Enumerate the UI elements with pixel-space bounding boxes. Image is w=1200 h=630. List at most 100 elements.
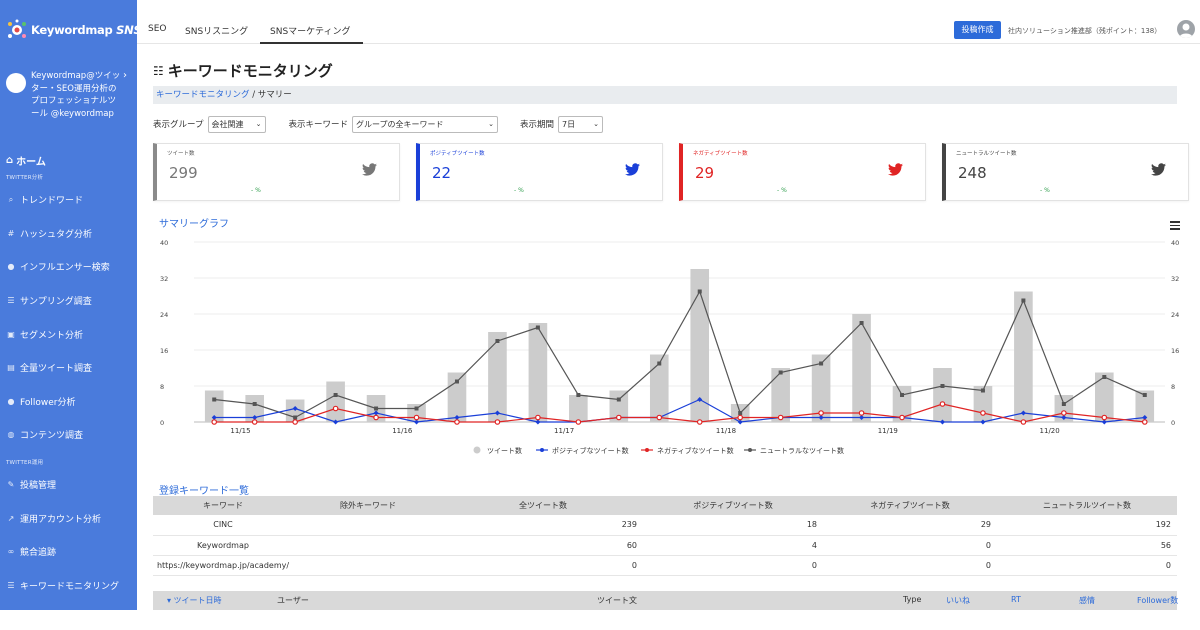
tab-sns-marketing-label: SNSマーケティング — [270, 27, 351, 37]
keyword-list-title: 登録キーワード一覧 — [159, 486, 249, 497]
logo-sns: SNS — [116, 23, 137, 37]
keyword-select-value: グループの全キーワード — [356, 119, 444, 129]
table-row[interactable]: https://keywordmap.jp/academy/0 0 0 0 — [153, 555, 1177, 576]
col-likes[interactable]: いいね — [946, 596, 970, 605]
sidebar-item[interactable]: ☰ キーワードモニタリング — [0, 569, 137, 603]
post-create-button[interactable]: 投稿作成 — [954, 21, 1001, 39]
sidebar-item-label: 投稿管理 — [20, 481, 57, 492]
sidebar-item-label: サンプリング調査 — [20, 297, 92, 308]
filters: 表示グループ 会社関連 ⌄ 表示キーワード グループの全キーワード ⌄ 表示期間… — [153, 115, 604, 133]
logo-icon — [6, 19, 28, 41]
sidebar-item-label: 全量ツイート調査 — [20, 364, 93, 375]
point — [414, 419, 420, 425]
card-title: ネガティブツイート数 — [693, 151, 748, 157]
sidebar-item[interactable]: ☰ サンプリング調査 — [0, 284, 137, 318]
point — [332, 405, 339, 412]
main-content: ☷ キーワードモニタリング キーワードモニタリング / サマリー 表示グループ … — [137, 44, 1200, 630]
globe-icon: ◍ — [7, 430, 15, 440]
sidebar-item[interactable]: ● Follower分析 — [0, 385, 137, 419]
sidebar-item-label: 競合追跡 — [20, 548, 57, 559]
bar — [1054, 395, 1074, 422]
card-value: 22 — [432, 164, 452, 182]
stat-card-neutral: ニュートラルツイート数 248 - % — [942, 143, 1189, 201]
stat-card-total: ツイート数 299 - % — [153, 143, 400, 201]
point — [535, 414, 541, 421]
sidebar-item[interactable]: ▣ セグメント分析 — [0, 317, 137, 351]
card-title: ニュートラルツイート数 — [956, 151, 1017, 157]
hamburger-menu-icon[interactable] — [1170, 221, 1180, 232]
account-switcher[interactable]: Keywordmap@ツイッター・SEO運用分析のプロフェッショナルツール @k… — [0, 60, 137, 140]
point — [980, 419, 986, 425]
legend-label: ネガティブなツイート数 — [657, 446, 734, 455]
col-user[interactable]: ユーザー — [277, 596, 309, 605]
tab-sns-listening[interactable]: SNSリスニング — [185, 27, 249, 37]
col-exclude[interactable]: 除外キーワード — [293, 496, 443, 515]
col-tweet-text[interactable]: ツイート文 — [597, 596, 637, 605]
sidebar-item[interactable]: ∞ 競合追跡 — [0, 535, 137, 569]
breadcrumb-separator: / — [249, 90, 258, 100]
point — [1061, 415, 1067, 420]
period-select[interactable]: 7日 ⌄ — [558, 115, 604, 133]
sidebar-item[interactable]: ▤ 全量ツイート調査 — [0, 351, 137, 385]
y-tick-label-left: 40 — [160, 239, 168, 247]
point — [697, 397, 703, 402]
point — [778, 370, 783, 375]
point — [818, 415, 824, 420]
logo[interactable]: Keywordmap SNS — [0, 0, 137, 60]
chevron-down-icon: ⌄ — [488, 119, 495, 128]
card-percent: - % — [251, 187, 261, 194]
point — [1101, 414, 1108, 421]
y-tick-label-right: 40 — [1171, 239, 1179, 247]
sidebar-item[interactable]: ↗ 運用アカウント分析 — [0, 501, 137, 535]
table-cell: 29 — [823, 515, 997, 536]
sidebar-item[interactable]: ◍ コンテンツ調査 — [0, 418, 137, 452]
period-label: 表示期間 — [520, 120, 555, 130]
user-avatar[interactable] — [1177, 20, 1195, 38]
col-rt[interactable]: RT — [1011, 595, 1021, 604]
group-select[interactable]: 会社関連 ⌄ — [207, 115, 266, 133]
col-sentiment[interactable]: 感情 — [1079, 596, 1095, 605]
sidebar-item[interactable]: ✎ 投稿管理 — [0, 468, 137, 502]
x-tick-label: 11/19 — [878, 427, 898, 435]
list-icon: ☰ — [7, 296, 15, 306]
sidebar-item[interactable]: ● インフルエンサー検索 — [0, 250, 137, 284]
logo-text: Keywordmap SNS — [31, 23, 137, 37]
keyword-select[interactable]: グループの全キーワード ⌄ — [352, 115, 499, 133]
point — [495, 339, 500, 343]
tab-sns-marketing[interactable]: SNSマーケティング — [260, 18, 363, 44]
stat-card-positive: ポジティブツイート数 22 - % — [416, 143, 663, 201]
table-row[interactable]: CINC 239 18 29 192 — [153, 515, 1177, 536]
point — [696, 419, 703, 425]
col-positive[interactable]: ポジティブツイート数 — [643, 496, 823, 515]
point — [413, 414, 420, 421]
twitter-bird-icon — [362, 163, 377, 176]
col-followers[interactable]: Follower数 — [1137, 596, 1179, 605]
y-tick-label-left: 16 — [160, 347, 168, 355]
user-org: 社内ソリューション推進部（残ポイント：138） — [1008, 27, 1162, 35]
breadcrumb-link[interactable]: キーワードモニタリング — [156, 90, 250, 100]
col-neutral[interactable]: ニュートラルツイート数 — [997, 496, 1177, 515]
point — [535, 419, 541, 425]
chevron-down-icon: ⌄ — [255, 119, 262, 128]
sidebar-item[interactable]: # ハッシュタグ分析 — [0, 217, 137, 251]
sidebar-analysis-list: ⌕ トレンドワード # ハッシュタグ分析 ● インフルエンサー検索 ☰ サンプリング調査 ▣ セグ… — [0, 183, 137, 452]
group-select-value: 会社関連 — [211, 119, 244, 129]
col-tweet-date[interactable]: ▾ ツイート日時 — [167, 596, 222, 605]
sidebar-item-label: ホーム — [16, 156, 46, 168]
bar — [771, 368, 790, 422]
point — [414, 406, 419, 411]
point — [819, 361, 824, 366]
breadcrumb-current: サマリー — [257, 90, 292, 100]
sidebar-item[interactable]: ⌕ トレンドワード — [0, 183, 137, 217]
bar — [1014, 291, 1033, 422]
table-row[interactable]: Keywordmap 60 4 0 56 — [153, 535, 1177, 556]
sidebar-item-home[interactable]: ⌂ ホーム — [0, 152, 137, 168]
point — [292, 406, 298, 411]
col-negative[interactable]: ネガティブツイート数 — [823, 496, 997, 515]
tab-seo[interactable]: SEO — [148, 24, 167, 34]
col-total[interactable]: 全ツイート数 — [443, 496, 643, 515]
bar — [528, 323, 548, 422]
col-type[interactable]: Type — [903, 595, 922, 604]
col-keyword[interactable]: キーワード — [153, 496, 293, 515]
